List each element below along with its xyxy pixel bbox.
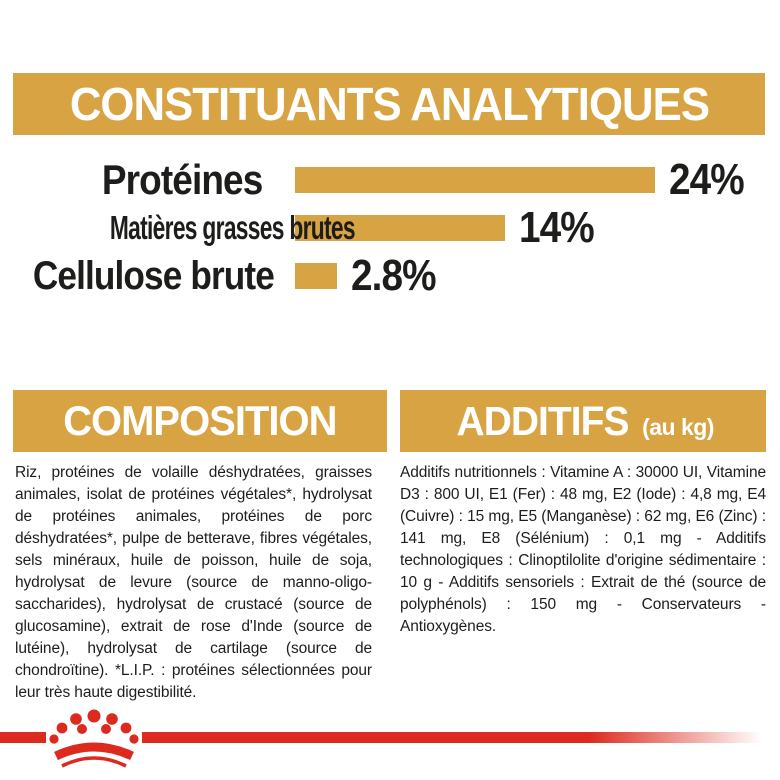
bar-row: Protéines 24% — [0, 155, 780, 204]
bar — [295, 215, 505, 241]
royal-canin-crown-icon — [49, 709, 139, 768]
bar — [295, 167, 655, 193]
additives-title-group: ADDITIFS (au kg) — [452, 397, 715, 445]
bar-row: Matières grasses brutes 14% — [0, 203, 780, 252]
additives-text: Additifs nutritionnels : Vitamine A : 30… — [400, 464, 766, 635]
additives-unit-label: (au kg) — [642, 413, 714, 440]
additives-banner: ADDITIFS (au kg) — [400, 390, 766, 452]
analytical-constituents-title: CONSTITUANTS ANALYTIQUES — [69, 78, 709, 130]
footer-rule-right — [142, 732, 762, 743]
footer-rule-left — [0, 732, 46, 743]
bar — [295, 263, 337, 289]
bar-value-label: 2.8% — [351, 251, 437, 300]
bar-value-label: 24% — [669, 155, 745, 204]
additives-title: ADDITIFS — [456, 397, 630, 444]
bar-category-label: Cellulose brute — [32, 253, 275, 298]
analytical-constituents-chart: Protéines 24% Matières grasses brutes 14% Ce… — [0, 155, 780, 300]
bar-value-label: 14% — [519, 203, 595, 252]
composition-title: COMPOSITION — [63, 397, 337, 444]
composition-banner: COMPOSITION — [13, 390, 387, 452]
bar-category-label: Protéines — [101, 156, 262, 203]
bar-row: Cellulose brute 2.8% — [0, 251, 780, 300]
analytical-constituents-banner: CONSTITUANTS ANALYTIQUES — [13, 73, 765, 135]
composition-text: Riz, protéines de volaille déshydratées,… — [15, 464, 372, 701]
bar-category-label: Matières grasses brutes — [109, 209, 356, 246]
